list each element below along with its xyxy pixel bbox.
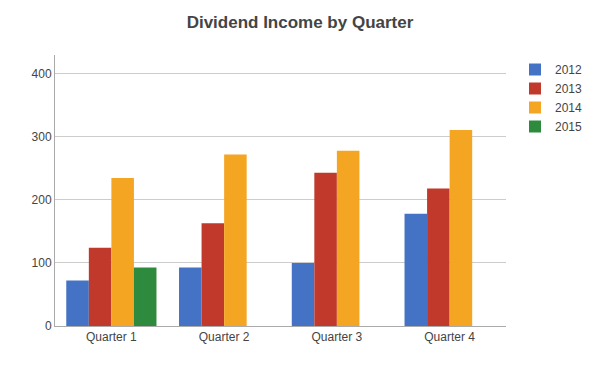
svg-text:Quarter 3: Quarter 3 (312, 330, 363, 344)
svg-text:2015: 2015 (555, 120, 582, 134)
svg-text:2013: 2013 (555, 82, 582, 96)
svg-text:100: 100 (32, 256, 52, 270)
svg-text:2014: 2014 (555, 101, 582, 115)
svg-text:400: 400 (32, 67, 52, 81)
svg-text:200: 200 (32, 193, 52, 207)
svg-text:2012: 2012 (555, 63, 582, 77)
svg-text:0: 0 (45, 319, 52, 333)
svg-text:300: 300 (32, 130, 52, 144)
svg-text:Quarter 2: Quarter 2 (199, 330, 250, 344)
svg-text:Quarter 1: Quarter 1 (86, 330, 137, 344)
svg-text:Dividend Income by Quarter: Dividend Income by Quarter (187, 13, 414, 32)
svg-text:Quarter 4: Quarter 4 (424, 330, 475, 344)
